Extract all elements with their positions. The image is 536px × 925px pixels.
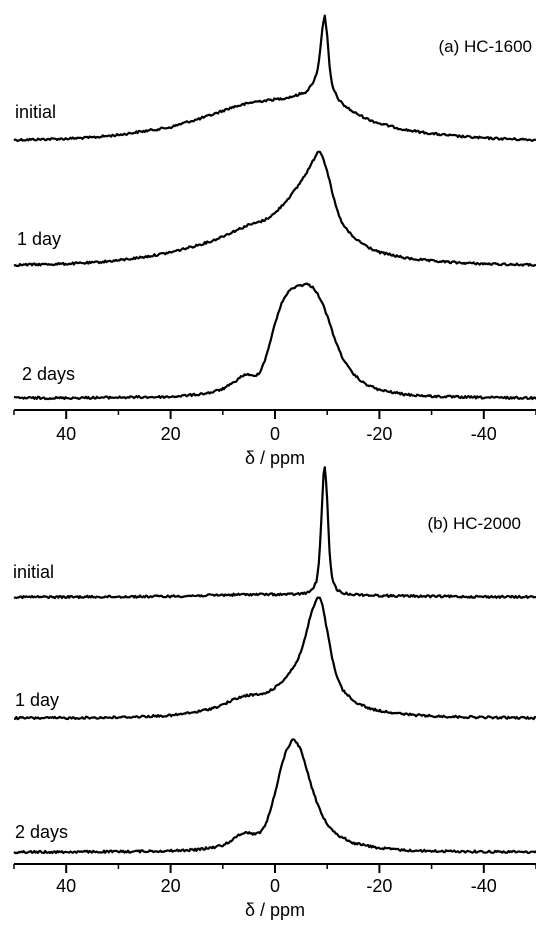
spectrum-line-initial — [13, 14, 536, 143]
x-tick-label: -40 — [471, 424, 497, 444]
series-label-1-day: 1 day — [15, 690, 59, 710]
spectrum-line-1-day — [14, 596, 536, 721]
spectrum-line-2-days — [13, 738, 536, 855]
x-tick-label: -20 — [366, 424, 392, 444]
x-axis-label: δ / ppm — [245, 448, 305, 468]
x-tick-label: 20 — [161, 424, 181, 444]
spectrum-line-2-days — [13, 282, 536, 401]
x-tick-label: 40 — [56, 876, 76, 896]
series-label-1-day: 1 day — [17, 229, 61, 249]
series-label-2-days: 2 days — [22, 364, 75, 384]
spectrum-line-initial — [13, 466, 536, 600]
spectrum-line-1-day — [13, 150, 536, 267]
x-tick-label: 40 — [56, 424, 76, 444]
x-axis-label: δ / ppm — [245, 900, 305, 920]
x-tick-label: 20 — [161, 876, 181, 896]
x-tick-label: 0 — [270, 876, 280, 896]
x-tick-label: -20 — [366, 876, 392, 896]
panel-b: (b) HC-2000 initial 1 day 2 days 40 20 0 -20 -40… — [13, 466, 536, 920]
series-label-initial: initial — [15, 102, 56, 122]
panel-a: (a) HC-1600 initial 1 day 2 days 40 20 0 -20 -40… — [13, 14, 536, 468]
x-tick-label: -40 — [471, 876, 497, 896]
x-tick-label: 0 — [270, 424, 280, 444]
series-label-2-days: 2 days — [15, 822, 68, 842]
chart-title: (a) HC-1600 — [438, 37, 532, 56]
series-label-initial: initial — [13, 562, 54, 582]
chart-title: (b) HC-2000 — [427, 514, 521, 533]
